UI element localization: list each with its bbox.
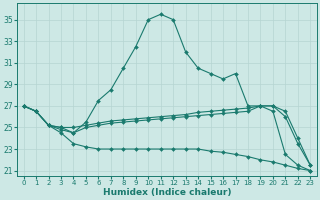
X-axis label: Humidex (Indice chaleur): Humidex (Indice chaleur) xyxy=(103,188,231,197)
